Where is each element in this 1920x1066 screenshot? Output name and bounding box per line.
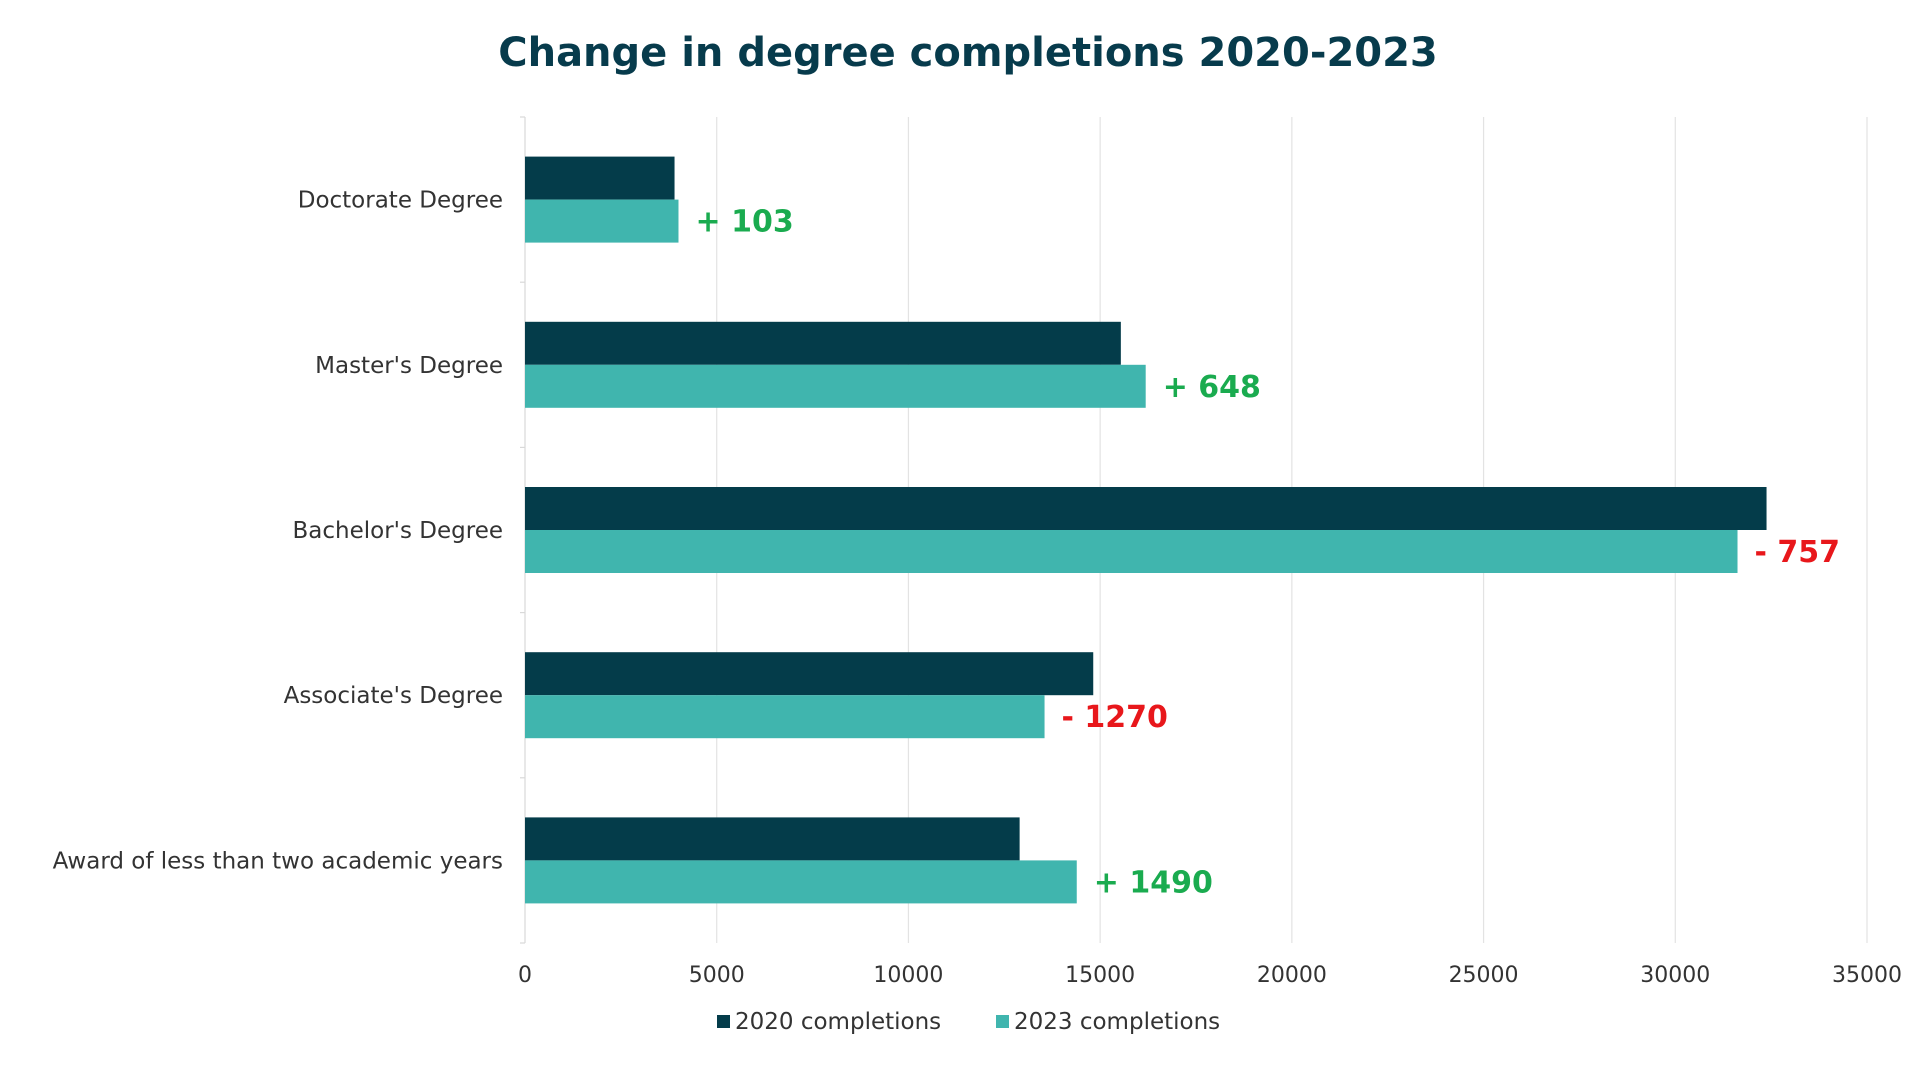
bar-2020 [525, 156, 675, 200]
bar-2020 [525, 487, 1767, 530]
bar-layer [525, 156, 1767, 904]
bar-2023 [525, 364, 1146, 408]
category-label: Associate's Degree [284, 683, 503, 709]
x-tick-label: 10000 [873, 963, 943, 988]
change-annotation: + 648 [1163, 370, 1261, 405]
legend-label-0: 2020 completions [735, 1009, 941, 1035]
category-label: Doctorate Degree [298, 188, 503, 214]
label-layer: 0 5000 10000 15000 20000 25000 30000 35000 Docto… [53, 188, 1902, 988]
bar-2023 [525, 199, 679, 243]
change-annotation: + 103 [695, 205, 793, 240]
legend-swatch-1 [996, 1015, 1009, 1028]
x-tick-label: 15000 [1065, 963, 1135, 988]
x-tick-label: 25000 [1449, 963, 1519, 988]
change-annotation: - 1270 [1062, 700, 1168, 735]
bar-2020 [525, 817, 1020, 861]
x-tick-label: 30000 [1640, 963, 1710, 988]
change-annotation: + 1490 [1094, 865, 1213, 900]
bar-2020 [525, 652, 1094, 696]
legend-label-1: 2023 completions [1014, 1009, 1220, 1035]
legend: 2020 completions 2023 completions [717, 1009, 1220, 1035]
x-tick-label: 0 [518, 963, 532, 988]
x-tick-label: 35000 [1832, 963, 1902, 988]
change-annotation: - 757 [1755, 535, 1841, 570]
x-tick-label: 20000 [1257, 963, 1327, 988]
bar-2020 [525, 321, 1121, 365]
x-tick-label: 5000 [689, 963, 745, 988]
category-label: Bachelor's Degree [293, 518, 504, 544]
bar-2023 [525, 860, 1077, 904]
legend-swatch-0 [717, 1015, 730, 1028]
category-label: Award of less than two academic years [53, 848, 503, 874]
chart-title: Change in degree completions 2020-2023 [498, 30, 1438, 76]
bar-2023 [525, 530, 1738, 573]
category-label: Master's Degree [315, 353, 503, 379]
bar-2023 [525, 695, 1045, 739]
